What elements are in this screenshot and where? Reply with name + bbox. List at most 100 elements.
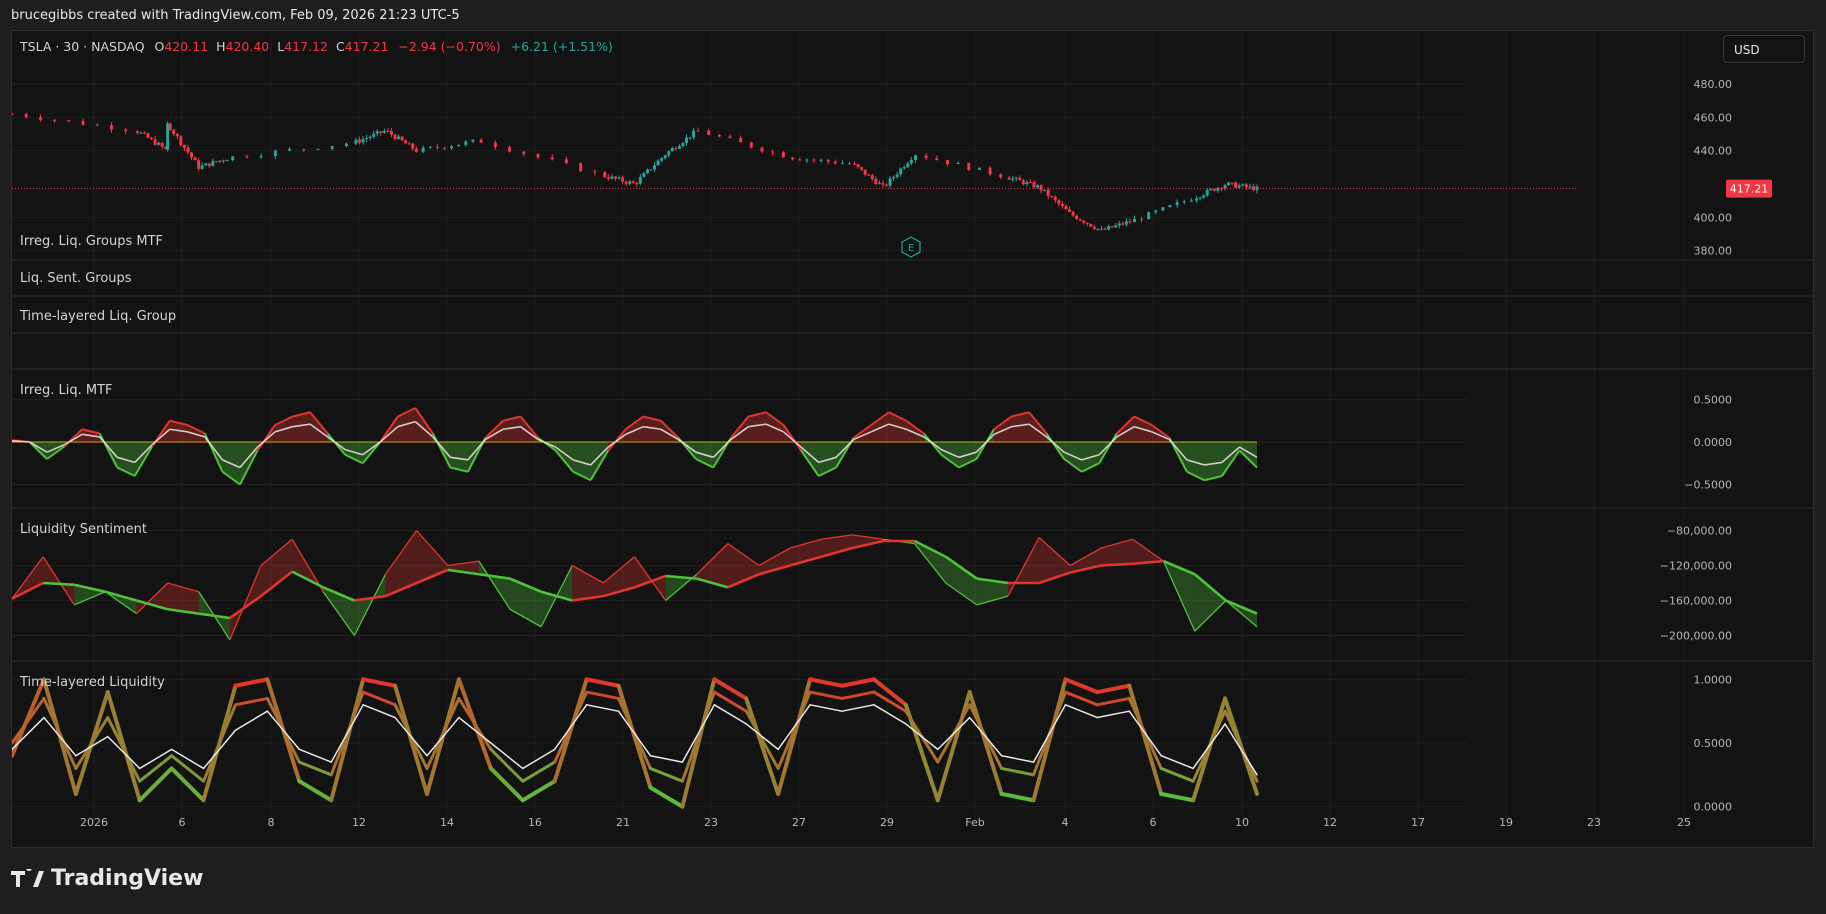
candle-body (1117, 223, 1121, 226)
candle-body (874, 178, 878, 184)
irreg-signal-segment (1116, 426, 1135, 438)
candle-body (977, 167, 981, 170)
open-label: O (154, 39, 165, 54)
candle-body (924, 155, 928, 159)
irreg-area-segment (625, 416, 644, 442)
candle-body (685, 137, 689, 144)
sentiment-line-segment (12, 556, 44, 600)
sentiment-line-segment (416, 530, 449, 566)
pane-title-irreg-liq-groups: Irreg. Liq. Groups MTF (20, 234, 164, 249)
irreg-signal-segment (274, 425, 293, 433)
irreg-signal-segment (993, 425, 1012, 436)
candle-body (379, 131, 383, 133)
symbol-name[interactable]: TSLA · 30 · NASDAQ (20, 39, 145, 54)
candle-body (109, 125, 113, 130)
tl-line-segment (744, 709, 780, 770)
irreg-line-segment (1221, 449, 1241, 477)
tl-line-segment (170, 754, 206, 783)
tradingview-logo-icon (11, 868, 44, 887)
irreg-line-segment (695, 458, 714, 469)
tl-line-segment (1224, 723, 1258, 776)
irreg-signal-segment (590, 446, 609, 466)
candle-body (168, 123, 172, 130)
pane-title-time-layered-liquidity: Time-layered Liquidity (20, 675, 165, 690)
candle-body (1039, 185, 1043, 191)
candle-body (142, 132, 146, 134)
candle-body (1234, 182, 1238, 188)
sentiment-line-segment (105, 591, 137, 615)
chart-svg[interactable]: 2026 6 8 12 14 16 21 23 27 29 Feb 4 6 10 12 17 19 23 25 480… (12, 31, 1815, 849)
irreg-signal-segment (888, 423, 907, 431)
candle-body (819, 159, 823, 161)
candle-body (200, 165, 204, 169)
sentiment-baseline-segment (572, 594, 604, 602)
price-y-tick-label: 440.00 (1694, 145, 1733, 158)
sentiment-line-segment (821, 534, 853, 540)
candle-body (1230, 182, 1234, 184)
sentiment-baseline-segment (322, 586, 355, 602)
irreg-signal-segment (1046, 436, 1065, 453)
tl-line-segment (521, 760, 557, 783)
irreg-y-tick-label: −0.5000 (1684, 479, 1732, 492)
irreg-line-segment (81, 428, 100, 435)
candle-body (909, 159, 913, 164)
candle-body (877, 183, 881, 185)
irreg-signal-segment (555, 446, 574, 461)
tl-line-segment (1096, 710, 1131, 719)
candle-body (479, 139, 483, 143)
sentiment-line-segment (73, 591, 106, 606)
candle-body (1032, 182, 1036, 188)
currency-button[interactable]: USD (1723, 35, 1805, 63)
candle-body (400, 136, 404, 141)
sentiment-baseline-segment (291, 570, 324, 589)
tl-line-segment (138, 748, 173, 770)
sentiment-baseline-segment (478, 572, 511, 580)
sentiment-fill-segment (945, 556, 977, 605)
candle-body (1007, 177, 1011, 180)
candle-body (1028, 182, 1032, 184)
candle-body (853, 163, 857, 165)
irreg-signal-segment (1221, 446, 1240, 464)
sentiment-baseline-segment (1038, 571, 1071, 585)
irreg-line-segment (1081, 462, 1100, 473)
candle-body (464, 141, 468, 145)
tl-line-segment (617, 710, 652, 757)
candle-body (1182, 201, 1186, 203)
low-label: L (277, 39, 285, 54)
candle-body (1195, 198, 1199, 201)
irreg-line-segment (519, 415, 539, 439)
candle-body (906, 163, 910, 168)
irreg-signal-segment (204, 436, 224, 461)
irreg-signal-segment (660, 428, 679, 441)
candle-body (24, 114, 28, 118)
tl-line-segment (1000, 754, 1035, 763)
irreg-line-segment (221, 470, 241, 486)
candle-body (386, 130, 390, 132)
candle-body (1140, 218, 1144, 220)
candle-body (393, 134, 397, 140)
irreg-line-segment (1098, 432, 1118, 464)
x-tick-label: 8 (268, 816, 275, 829)
candle-body (330, 145, 334, 149)
tl-line-segment (138, 754, 174, 783)
irreg-signal-segment (695, 451, 714, 459)
candle-body (435, 146, 439, 148)
candle-body (471, 139, 475, 142)
tl-line-segment (776, 690, 812, 770)
sentiment-fill-segment (261, 539, 293, 597)
candle-body (193, 157, 197, 161)
candle-body (124, 129, 128, 132)
tl-line-segment (584, 677, 621, 688)
pane-title-irreg-liq-mtf: Irreg. Liq. MTF (20, 383, 113, 398)
irreg-signal-segment (765, 423, 784, 433)
sentiment-line-segment (1038, 537, 1071, 566)
sentiment-line-segment (602, 556, 635, 584)
irreg-signal-segment (1186, 459, 1205, 466)
candle-body (1075, 215, 1079, 220)
candle-body (812, 159, 816, 161)
sentiment-baseline-segment (167, 607, 199, 615)
candle-body (1209, 189, 1213, 191)
candle-body (663, 155, 667, 159)
candle-body (1103, 228, 1107, 230)
tradingview-logo[interactable]: TradingView (11, 866, 203, 891)
